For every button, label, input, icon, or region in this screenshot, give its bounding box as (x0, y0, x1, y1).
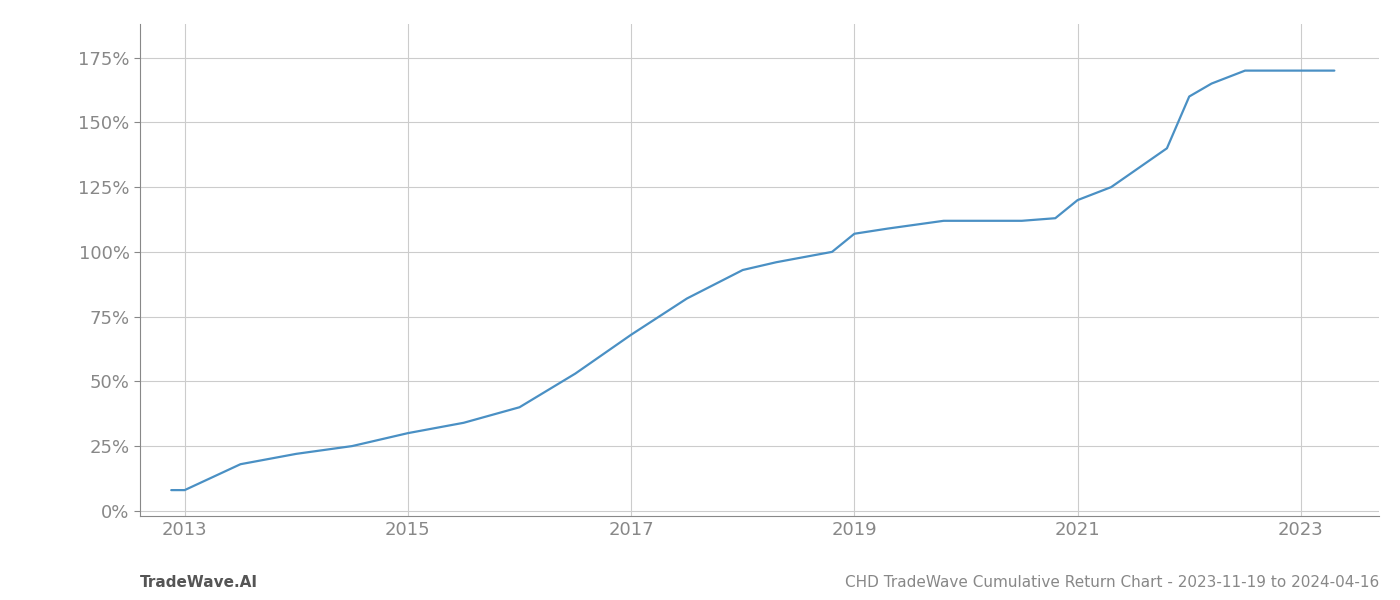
Text: CHD TradeWave Cumulative Return Chart - 2023-11-19 to 2024-04-16: CHD TradeWave Cumulative Return Chart - … (844, 575, 1379, 590)
Text: TradeWave.AI: TradeWave.AI (140, 575, 258, 590)
